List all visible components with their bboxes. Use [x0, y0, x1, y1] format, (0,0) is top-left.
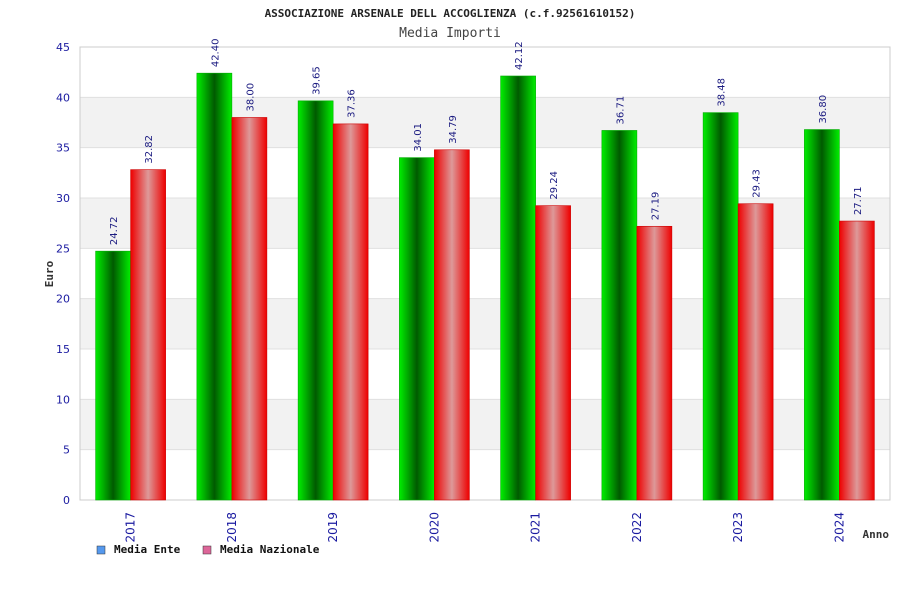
bar-media-nazionale	[636, 225, 673, 501]
value-label: 24.72	[109, 217, 120, 246]
legend: Media Ente Media Nazionale	[96, 543, 320, 556]
x-tick-label: 2021	[529, 512, 543, 543]
value-label: 29.43	[752, 169, 763, 198]
value-label: 38.00	[245, 83, 256, 112]
value-label: 32.82	[144, 135, 155, 164]
x-tick-label: 2024	[832, 512, 846, 543]
y-tick-label: 10	[56, 393, 70, 406]
value-label: 27.71	[853, 186, 864, 215]
value-label: 34.01	[413, 123, 424, 152]
bar-media-ente	[804, 129, 840, 501]
x-tick-label: 2017	[124, 512, 138, 543]
bar-media-ente	[702, 112, 739, 501]
y-tick-label: 45	[56, 41, 70, 54]
value-label: 36.71	[615, 96, 626, 125]
chart-title: ASSOCIAZIONE ARSENALE DELL ACCOGLIENZA (…	[265, 7, 636, 20]
x-tick-label: 2019	[326, 512, 340, 543]
y-axis-title: Euro	[43, 260, 56, 287]
value-label: 42.12	[514, 41, 525, 70]
bar-media-nazionale	[434, 149, 470, 501]
value-label: 36.80	[818, 95, 829, 124]
bar-media-nazionale	[231, 117, 268, 501]
x-tick-label: 2020	[427, 512, 441, 543]
bar-media-nazionale	[332, 123, 369, 501]
value-label: 39.65	[312, 66, 323, 95]
x-tick-label: 2022	[630, 512, 644, 543]
value-label: 38.48	[717, 78, 728, 107]
bar-media-ente	[196, 72, 233, 501]
plot-frame	[79, 46, 891, 501]
x-axis: 2017 2018 2019 2020 2021 2022 2023 2024	[124, 512, 847, 543]
bar-media-ente	[500, 75, 536, 501]
bar-media-nazionale	[839, 220, 875, 501]
y-tick-label: 30	[56, 192, 70, 205]
value-label: 29.24	[549, 171, 560, 200]
y-tick-label: 40	[56, 91, 70, 104]
bar-media-ente	[95, 250, 131, 501]
value-label: 27.19	[650, 192, 661, 221]
legend-label-media-ente: Media Ente	[114, 543, 181, 556]
legend-label-media-nazionale: Media Nazionale	[220, 543, 320, 556]
bar-media-nazionale	[737, 203, 774, 501]
bar-media-ente	[601, 130, 638, 501]
bar-media-nazionale	[130, 169, 166, 501]
value-label: 37.36	[347, 89, 358, 118]
bar-media-ente	[297, 100, 334, 501]
bar-media-nazionale	[535, 205, 571, 501]
y-tick-label: 0	[63, 494, 70, 507]
legend-swatch-media-ente	[96, 545, 106, 555]
y-tick-label: 35	[56, 142, 70, 155]
y-tick-label: 20	[56, 293, 70, 306]
y-tick-label: 5	[63, 444, 70, 457]
y-tick-label: 15	[56, 343, 70, 356]
x-axis-title: Anno	[863, 528, 890, 541]
value-label: 34.79	[448, 115, 459, 144]
x-tick-label: 2018	[225, 512, 239, 543]
x-tick-label: 2023	[731, 512, 745, 543]
value-labels: 24.72 32.82 42.40 38.00 39.65 37.36 34.01 34.79…	[109, 39, 864, 246]
y-axis: 0 5 10 15 20 25 30 35 40 45	[56, 41, 70, 507]
bar-media-ente	[399, 157, 435, 501]
chart-subtitle: Media Importi	[399, 26, 501, 41]
value-label: 42.40	[210, 39, 221, 68]
y-tick-label: 25	[56, 242, 70, 255]
legend-swatch-media-nazionale	[202, 545, 212, 555]
bars	[95, 72, 875, 501]
